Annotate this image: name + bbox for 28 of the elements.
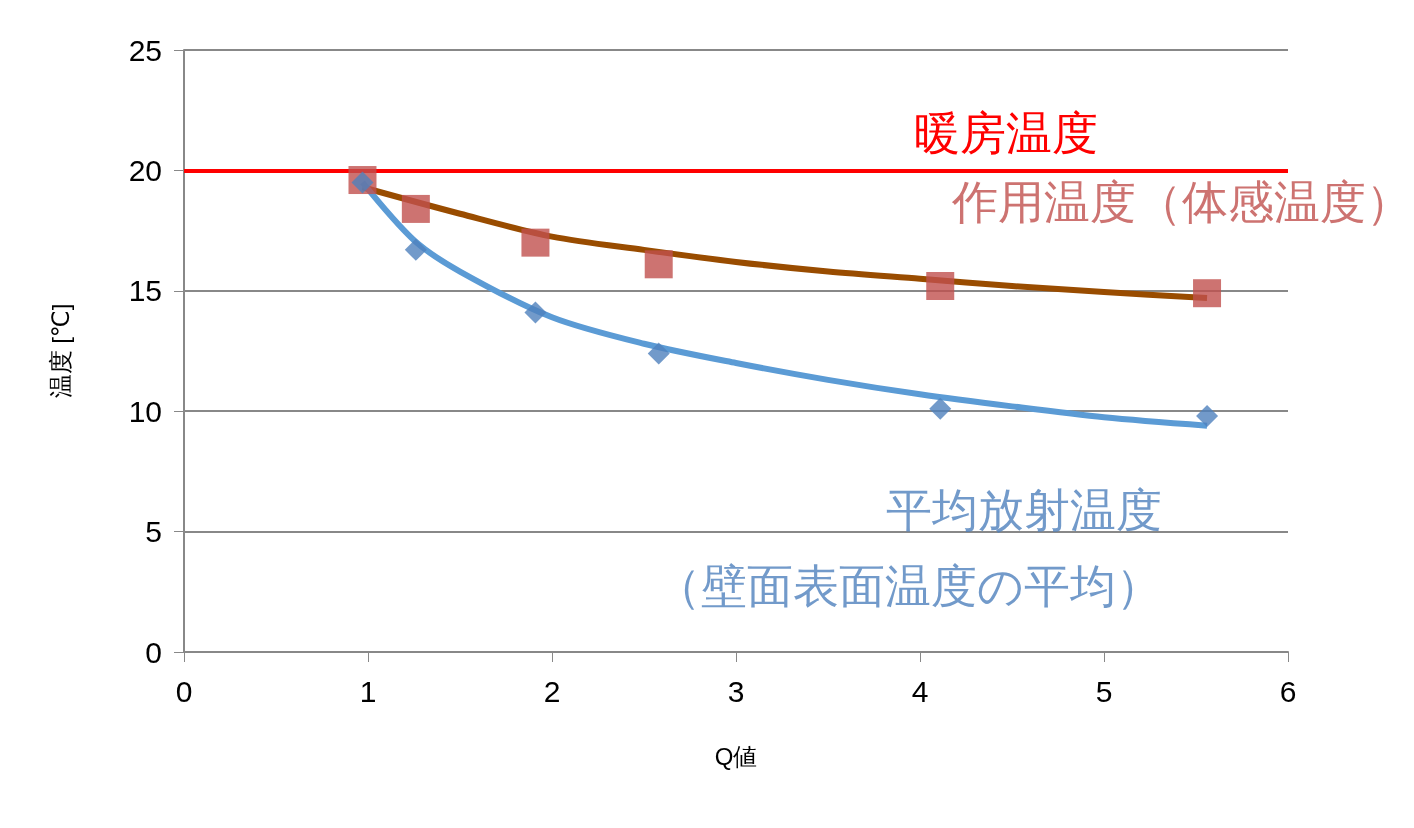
y-tick-label: 5 bbox=[145, 515, 162, 549]
point bbox=[1196, 405, 1219, 428]
series-label: 平均放射温度（壁面表面温度の平均） bbox=[655, 484, 1163, 613]
x-tick-label: 3 bbox=[727, 674, 745, 708]
y-tick-label: 20 bbox=[128, 153, 162, 187]
point bbox=[401, 194, 430, 223]
x-tick-label: 5 bbox=[1095, 674, 1113, 708]
point bbox=[524, 301, 547, 324]
y-axis-title: 温度 [℃] bbox=[46, 303, 74, 399]
point bbox=[926, 271, 955, 300]
y-tick-label: 0 bbox=[145, 635, 162, 669]
point bbox=[647, 342, 670, 365]
y-tick-label: 15 bbox=[128, 274, 162, 308]
point bbox=[404, 238, 427, 261]
x-tick-label: 6 bbox=[1279, 674, 1297, 708]
x-tick-label: 0 bbox=[175, 674, 193, 708]
series-label: 作用温度（体感温度） bbox=[951, 176, 1413, 229]
x-tick-label: 1 bbox=[359, 674, 377, 708]
x-tick-label: 4 bbox=[911, 674, 929, 708]
point bbox=[1193, 279, 1222, 308]
y-tick-label: 10 bbox=[128, 394, 162, 428]
x-tick-label: 2 bbox=[543, 674, 561, 708]
point bbox=[521, 228, 550, 257]
y-tick-label: 25 bbox=[128, 33, 162, 67]
x-axis-title: Q値 bbox=[714, 742, 758, 770]
point bbox=[644, 250, 673, 279]
point bbox=[929, 397, 952, 420]
ref-line-label: 暖房温度 bbox=[914, 107, 1098, 160]
